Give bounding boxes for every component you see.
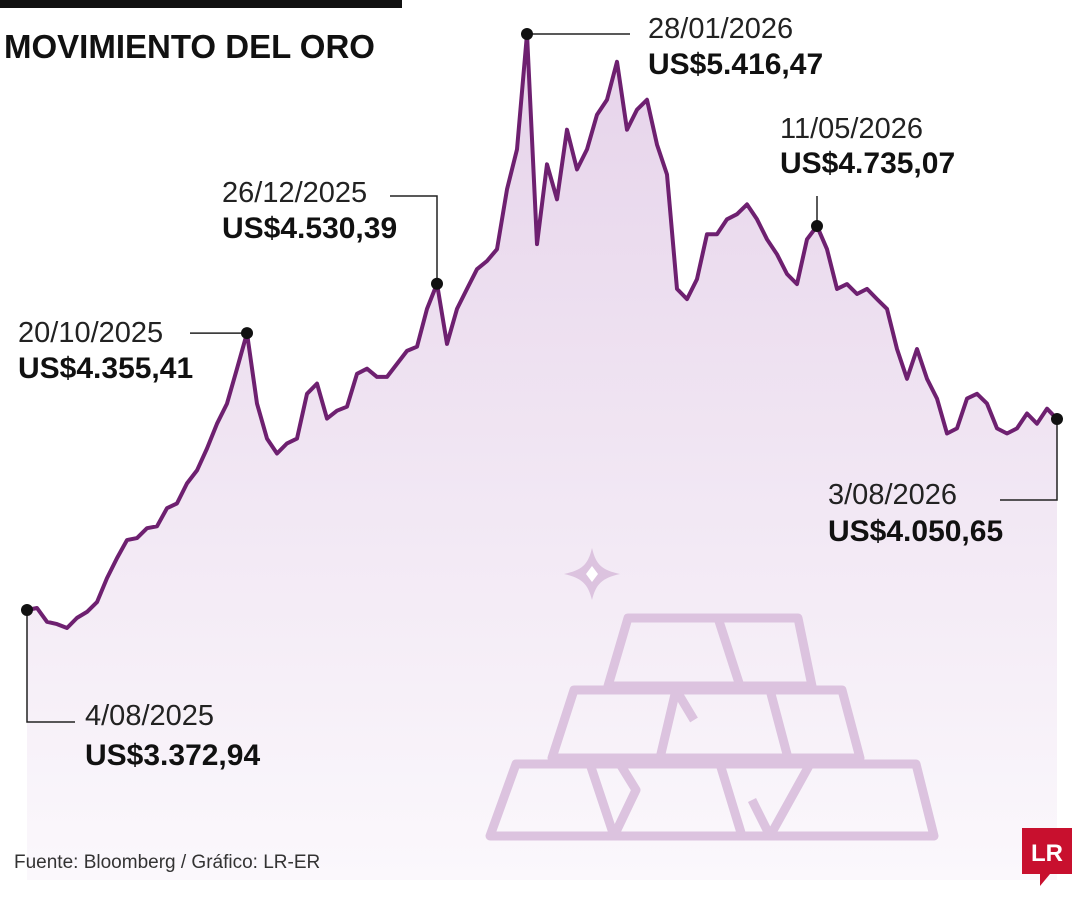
annotation-dot (811, 220, 823, 233)
annotation-dot (241, 327, 253, 340)
annotation-dot (431, 277, 443, 290)
price-line (26, 32, 1059, 630)
annotation-dot (21, 603, 33, 616)
annotation-date: 26/12/2025 (222, 177, 367, 209)
annotation-date: 20/10/2025 (18, 317, 163, 349)
source-note: Fuente: Bloomberg / Gráfico: LR-ER (14, 852, 320, 873)
annotation-date: 3/08/2026 (828, 479, 957, 511)
area-fill (27, 34, 1057, 880)
annotation-dot (521, 28, 533, 40)
annotation-date: 11/05/2026 (780, 113, 923, 145)
annotation-date: 4/08/2025 (85, 700, 214, 732)
logo: LR (1022, 828, 1072, 886)
logo-tail (1040, 874, 1050, 886)
logo-box (1022, 828, 1072, 874)
chart-title: MOVIMIENTO DEL ORO (4, 28, 375, 65)
leader-line (26, 609, 75, 723)
title-bar (0, 0, 402, 8)
annotation-value: US$4.050,65 (828, 515, 1003, 548)
plot-area: 4/08/2025 US$3.372,94 20/10/2025US$4.355,4… (18, 13, 1063, 880)
annotation-dot (1051, 412, 1063, 425)
annotation-value: US$3.372,94 (85, 739, 260, 772)
annotation-value: US$4.735,07 (780, 147, 955, 180)
leader-line (390, 195, 438, 284)
annotation-value: US$5.416,47 (648, 48, 823, 81)
logo-text: LR (1031, 840, 1063, 867)
gold-bars-illustration (485, 548, 939, 841)
annotation-value: US$4.355,41 (18, 352, 193, 385)
leader-line (1000, 418, 1058, 501)
annotation-value: US$4.530,39 (222, 212, 397, 245)
annotation-date: 28/01/2026 (648, 13, 793, 45)
